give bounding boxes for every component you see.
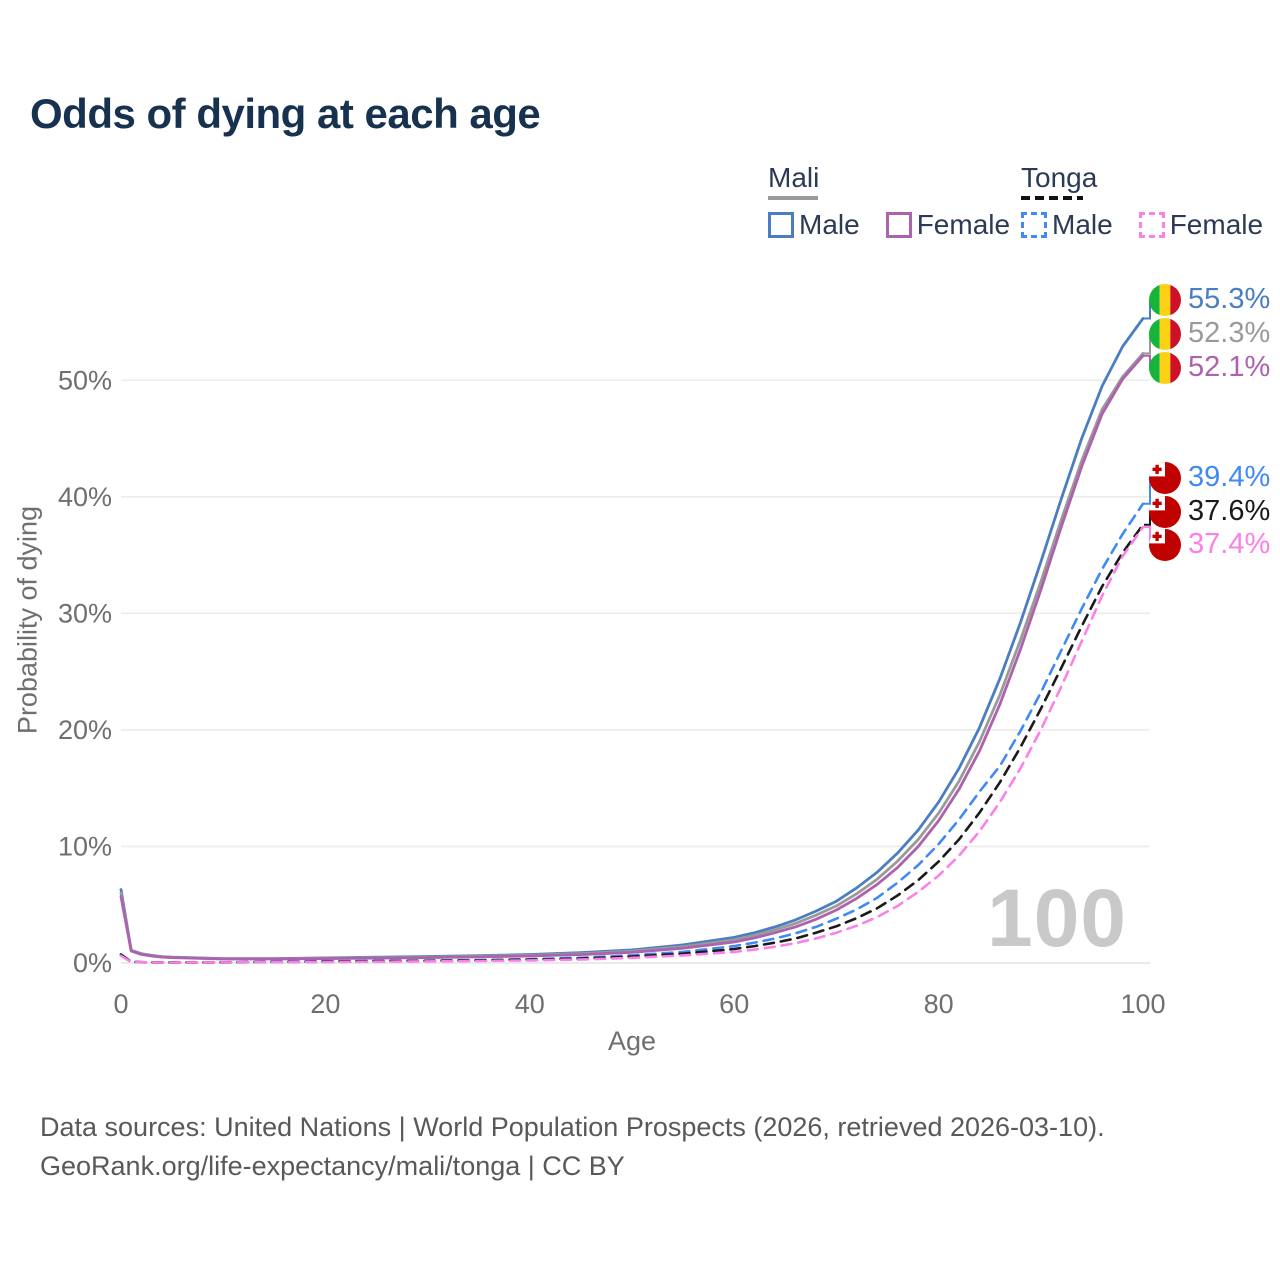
legend-tonga-male-label: Male [1052, 209, 1113, 240]
legend-tonga-header[interactable]: Tonga [1021, 162, 1263, 200]
end-label-value: 37.6% [1188, 495, 1271, 527]
x-tick-label: 40 [515, 989, 545, 1019]
end-label-tonga-male: 39.4% [1149, 461, 1270, 494]
mali-flag-icon [1149, 351, 1181, 384]
series-line-tonga-female[interactable] [119, 525, 1145, 964]
tonga-dashed-line-sample [1021, 196, 1083, 200]
y-tick-label: 20% [58, 715, 112, 745]
data-sources-text: Data sources: United Nations | World Pop… [40, 1112, 1105, 1142]
legend-mali-male-label: Male [799, 209, 860, 240]
x-tick-label: 60 [719, 989, 749, 1019]
end-label-value: 55.3% [1188, 283, 1271, 315]
legend-tonga-female-label: Female [1169, 209, 1264, 240]
end-label-value: 39.4% [1188, 461, 1271, 493]
tonga-flag-icon [1149, 495, 1181, 528]
legend-item-tonga-male[interactable]: Male [1021, 209, 1113, 241]
series-line-mali-male[interactable] [119, 317, 1145, 960]
mali-flag-icon [1149, 317, 1181, 350]
y-tick-label: 10% [58, 831, 112, 861]
end-label-value: 37.4% [1188, 528, 1271, 560]
end-label-mali-both-sexes: 52.3% [1149, 317, 1270, 350]
mali-male-swatch [768, 212, 794, 238]
tonga-flag-icon [1149, 461, 1181, 494]
y-tick-label: 40% [58, 482, 112, 512]
legend-mali-header[interactable]: Mali [768, 162, 1010, 200]
mali-female-swatch [885, 212, 912, 238]
footer: Data sources: United Nations | World Pop… [40, 1108, 1105, 1186]
mali-solid-line-sample [768, 196, 818, 200]
y-tick-label: 30% [58, 598, 112, 628]
legend-mali-title: Mali [768, 162, 820, 193]
end-label-mali-female: 52.1% [1149, 351, 1270, 384]
y-axis-title: Probability of dying [12, 505, 43, 735]
series-line-mali-both-sexes[interactable] [119, 351, 1145, 961]
legend-item-mali-female[interactable]: Female [885, 209, 1011, 241]
y-tick-label: 0% [73, 948, 112, 978]
legend-item-mali-male[interactable]: Male [768, 209, 860, 241]
legend-mali-female-label: Female [916, 209, 1011, 240]
series-line-mali-female[interactable] [119, 354, 1145, 961]
legend-tonga-title: Tonga [1021, 162, 1098, 193]
legend-group-mali: Mali Male Female [768, 162, 1010, 241]
y-tick-label: 50% [58, 365, 112, 395]
end-label-mali-male: 55.3% [1149, 283, 1270, 316]
tonga-flag-icon [1149, 528, 1181, 561]
x-tick-label: 80 [924, 989, 954, 1019]
legend-group-tonga: Tonga Male Female [1021, 162, 1263, 241]
page-title: Odds of dying at each age [30, 90, 541, 137]
tonga-female-swatch [1138, 212, 1165, 238]
legend-item-tonga-female[interactable]: Female [1138, 209, 1264, 241]
x-tick-label: 100 [1120, 989, 1165, 1019]
end-label-tonga-female: 37.4% [1149, 528, 1270, 561]
end-label-tonga-both-sexes: 37.6% [1149, 495, 1270, 528]
x-tick-label: 20 [310, 989, 340, 1019]
end-label-value: 52.1% [1188, 351, 1271, 383]
x-axis-title: Age [607, 1026, 657, 1056]
x-tick-label: 0 [113, 989, 128, 1019]
tonga-male-swatch [1021, 212, 1047, 238]
georank-url-text: GeoRank.org/life-expectancy/mali/tonga |… [40, 1151, 625, 1182]
end-label-value: 52.3% [1188, 317, 1271, 349]
mali-flag-icon [1149, 283, 1181, 316]
age-counter-watermark: 100 [987, 873, 1127, 964]
